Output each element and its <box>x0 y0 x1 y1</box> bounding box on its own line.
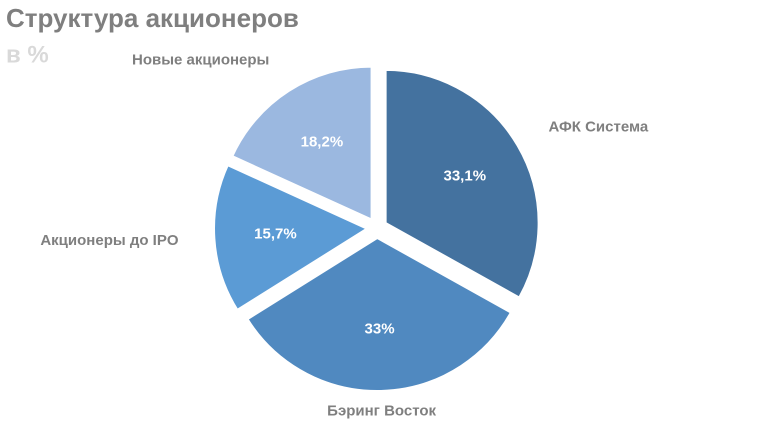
category-label: Акционеры до IPO <box>40 232 179 249</box>
category-label: Новые акционеры <box>132 52 269 69</box>
category-label: АФК Система <box>549 118 649 135</box>
chart-title: Структура акционеров <box>6 3 299 33</box>
chart-subtitle: в % <box>6 41 49 68</box>
data-label: 33,1% <box>444 167 487 184</box>
pie-slice <box>231 65 373 222</box>
pie-slice <box>384 68 540 299</box>
data-label: 33% <box>365 321 395 338</box>
pie-slice <box>246 236 513 392</box>
data-label: 18,2% <box>301 133 344 150</box>
category-label: Бэринг Восток <box>327 403 436 420</box>
pie-slice <box>213 163 370 312</box>
data-label: 15,7% <box>254 226 297 243</box>
